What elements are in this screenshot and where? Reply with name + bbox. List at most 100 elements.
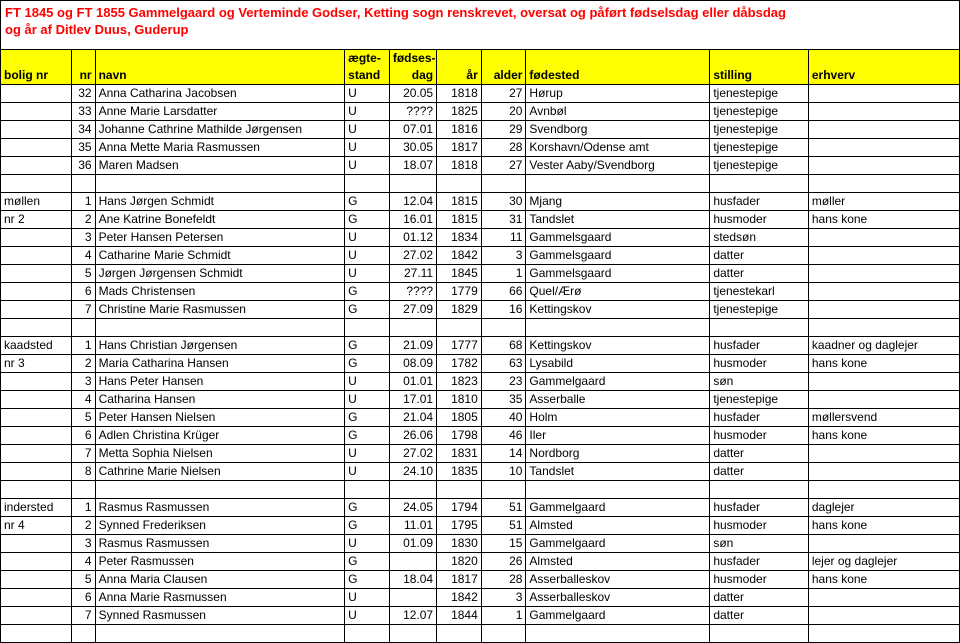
table-row xyxy=(1,318,960,336)
title-line-2: og år af Ditlev Duus, Guderup xyxy=(5,22,188,37)
g3r4-c4: 18.04 xyxy=(389,570,436,588)
g2r4-c5: 1805 xyxy=(437,408,482,426)
g1r5-c1: 6 xyxy=(71,282,95,300)
g1r3-c6: 3 xyxy=(481,246,526,264)
title-line-1: FT 1845 og FT 1855 Gammelgaard og Vertem… xyxy=(5,5,786,20)
g2r6-c5: 1831 xyxy=(437,444,482,462)
g2r0-c0: kaadsted xyxy=(1,336,72,354)
g0r0-c3: U xyxy=(345,84,390,102)
g2r2-c6: 23 xyxy=(481,372,526,390)
g3r1-c0: nr 4 xyxy=(1,516,72,534)
g2r1-c0: nr 3 xyxy=(1,354,72,372)
g1r3-c9 xyxy=(808,246,959,264)
g3r2-c1: 3 xyxy=(71,534,95,552)
g3r6-c4: 12.07 xyxy=(389,606,436,624)
g2r3-c9 xyxy=(808,390,959,408)
g2r3-c2: Catharina Hansen xyxy=(95,390,345,408)
g2r7-c6: 10 xyxy=(481,462,526,480)
table-row: 35Anna Mette Maria RasmussenU30.05181728… xyxy=(1,138,960,156)
table-row: 5Jørgen Jørgensen SchmidtU27.1118451Gamm… xyxy=(1,264,960,282)
g3r4-c5: 1817 xyxy=(437,570,482,588)
table-row: ægte-fødses- xyxy=(1,49,960,67)
spacer-c1 xyxy=(71,480,95,498)
g2r2-c0 xyxy=(1,372,72,390)
table-row: nr 22Ane Katrine BonefeldtG16.01181531Ta… xyxy=(1,210,960,228)
g3r2-c3: U xyxy=(345,534,390,552)
hdr2-c6: alder xyxy=(481,67,526,85)
hdr1-c7 xyxy=(526,49,710,67)
g2r7-c2: Cathrine Marie Nielsen xyxy=(95,462,345,480)
g1r1-c7: Tandslet xyxy=(526,210,710,228)
spacer-c6 xyxy=(481,480,526,498)
g3r1-c3: G xyxy=(345,516,390,534)
spacer-c5 xyxy=(437,480,482,498)
g2r2-c8: søn xyxy=(710,372,809,390)
table-row: 3Hans Peter HansenU01.01182323Gammelgaar… xyxy=(1,372,960,390)
g0r3-c0 xyxy=(1,138,72,156)
spacer-c3 xyxy=(345,174,390,192)
table-row: møllen1Hans Jørgen SchmidtG12.04181530Mj… xyxy=(1,192,960,210)
g2r1-c1: 2 xyxy=(71,354,95,372)
g0r4-c1: 36 xyxy=(71,156,95,174)
g1r3-c5: 1842 xyxy=(437,246,482,264)
g1r6-c1: 7 xyxy=(71,300,95,318)
g0r3-c8: tjenestepige xyxy=(710,138,809,156)
g2r7-c1: 8 xyxy=(71,462,95,480)
g1r2-c3: U xyxy=(345,228,390,246)
g3r1-c5: 1795 xyxy=(437,516,482,534)
spacer-c2 xyxy=(95,318,345,336)
g2r7-c8: datter xyxy=(710,462,809,480)
g1r2-c9 xyxy=(808,228,959,246)
g0r3-c1: 35 xyxy=(71,138,95,156)
table-row: nr 32Maria Catharina HansenG08.09178263L… xyxy=(1,354,960,372)
g2r7-c4: 24.10 xyxy=(389,462,436,480)
g1r1-c1: 2 xyxy=(71,210,95,228)
g0r1-c7: Avnbøl xyxy=(526,102,710,120)
hdr1-c6 xyxy=(481,49,526,67)
hdr2-c0: bolig nr xyxy=(1,67,72,85)
g1r1-c4: 16.01 xyxy=(389,210,436,228)
g2r1-c4: 08.09 xyxy=(389,354,436,372)
g0r3-c6: 28 xyxy=(481,138,526,156)
hdr1-c8 xyxy=(710,49,809,67)
g1r1-c8: husmoder xyxy=(710,210,809,228)
table-row xyxy=(1,174,960,192)
g3r3-c2: Peter Rasmussen xyxy=(95,552,345,570)
table-row: 4Catharine Marie SchmidtU27.0218423Gamme… xyxy=(1,246,960,264)
spacer-c1 xyxy=(71,318,95,336)
g0r0-c6: 27 xyxy=(481,84,526,102)
g1r6-c9 xyxy=(808,300,959,318)
g2r3-c5: 1810 xyxy=(437,390,482,408)
spacer-c8 xyxy=(710,174,809,192)
g2r5-c5: 1798 xyxy=(437,426,482,444)
table-row: 36Maren MadsenU18.07181827Vester Aaby/Sv… xyxy=(1,156,960,174)
spacer-c8 xyxy=(710,318,809,336)
g1r6-c4: 27.09 xyxy=(389,300,436,318)
g0r3-c5: 1817 xyxy=(437,138,482,156)
g3r4-c0 xyxy=(1,570,72,588)
spacer-c8 xyxy=(710,480,809,498)
hdr2-c9: erhverv xyxy=(808,67,959,85)
spacer-c2 xyxy=(95,174,345,192)
g3r5-c2: Anna Marie Rasmussen xyxy=(95,588,345,606)
table-row: 7Metta Sophia NielsenU27.02183114Nordbor… xyxy=(1,444,960,462)
g3r2-c6: 15 xyxy=(481,534,526,552)
g3r1-c8: husmoder xyxy=(710,516,809,534)
g1r0-c4: 12.04 xyxy=(389,192,436,210)
g3r3-c0 xyxy=(1,552,72,570)
g0r1-c0 xyxy=(1,102,72,120)
g2r6-c1: 7 xyxy=(71,444,95,462)
g2r6-c9 xyxy=(808,444,959,462)
g0r2-c9 xyxy=(808,120,959,138)
g1r6-c3: G xyxy=(345,300,390,318)
hdr2-c4: dag xyxy=(389,67,436,85)
spacer-c4 xyxy=(389,318,436,336)
g1r2-c0 xyxy=(1,228,72,246)
g1r4-c4: 27.11 xyxy=(389,264,436,282)
g1r2-c2: Peter Hansen Petersen xyxy=(95,228,345,246)
g2r0-c1: 1 xyxy=(71,336,95,354)
g3r6-c2: Synned Rasmussen xyxy=(95,606,345,624)
g0r1-c6: 20 xyxy=(481,102,526,120)
g0r0-c0 xyxy=(1,84,72,102)
g2r1-c5: 1782 xyxy=(437,354,482,372)
